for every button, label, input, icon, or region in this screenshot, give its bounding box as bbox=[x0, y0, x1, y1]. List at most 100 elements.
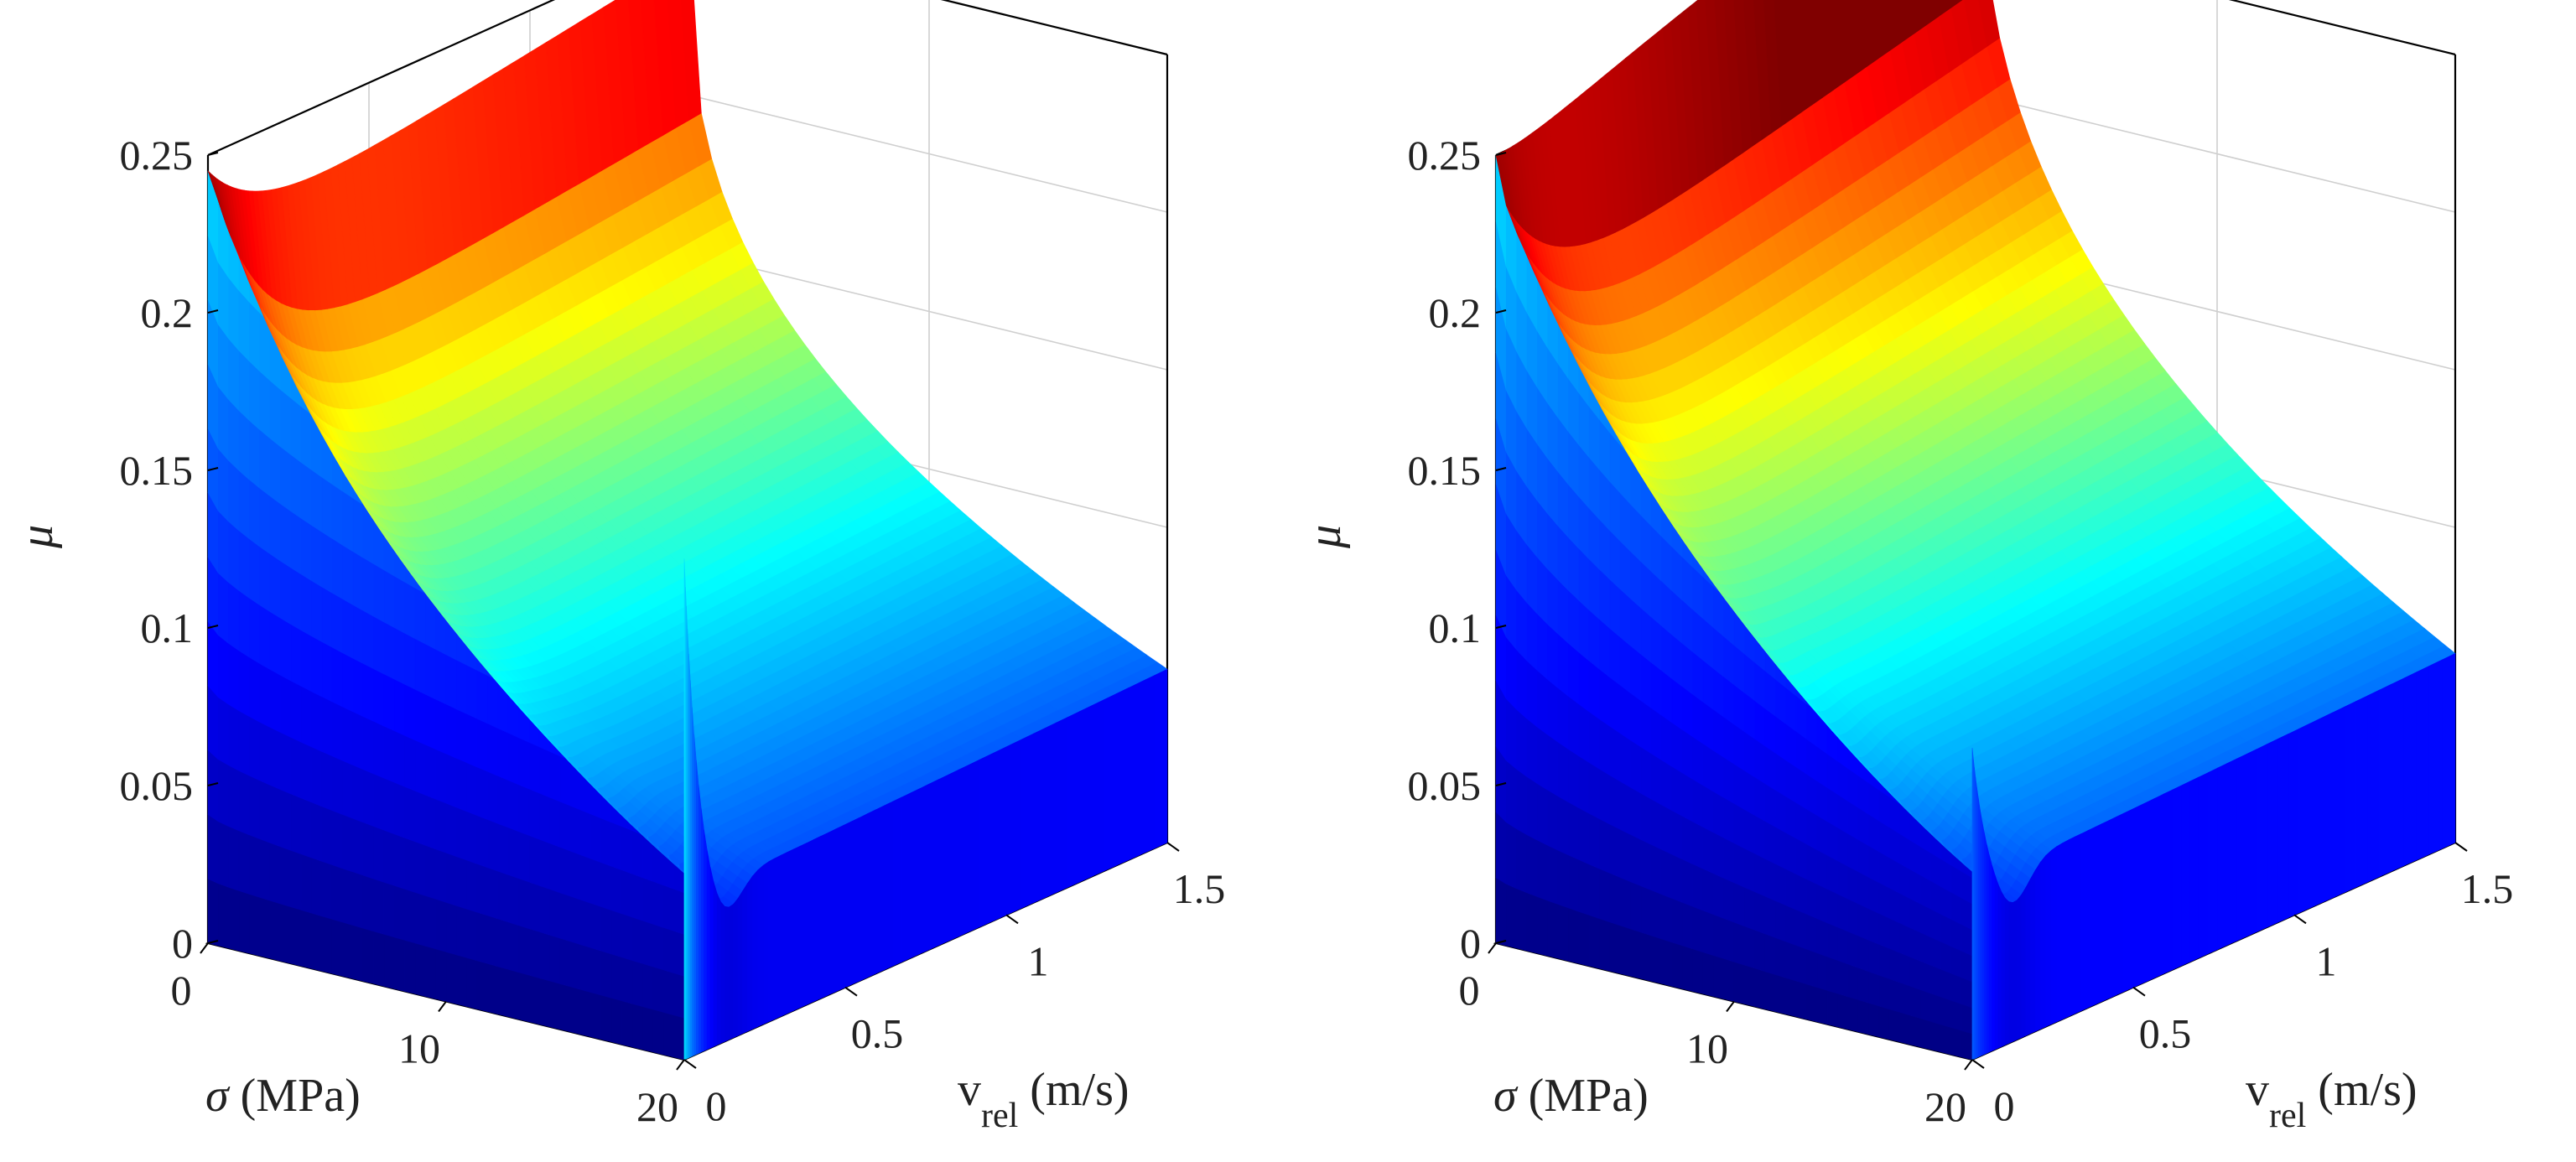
skirt-patch bbox=[1661, 804, 1673, 855]
skirt-patch bbox=[311, 912, 323, 972]
skirt-patch bbox=[269, 900, 281, 962]
skirt-patch bbox=[321, 750, 333, 812]
skirt-patch bbox=[518, 972, 530, 1023]
skirt-patch bbox=[424, 794, 437, 850]
skirt-patch bbox=[1681, 642, 1693, 695]
skirt-patch bbox=[414, 942, 426, 997]
skirt-patch bbox=[1733, 763, 1745, 811]
skirt-patch bbox=[652, 880, 664, 928]
skirt-patch bbox=[580, 854, 592, 904]
z-tick-mark bbox=[207, 782, 219, 786]
skirt-patch bbox=[611, 953, 623, 1002]
skirt-patch bbox=[435, 649, 447, 705]
skirt-patch bbox=[1795, 801, 1807, 845]
skirt-patch bbox=[611, 910, 623, 958]
skirt-patch bbox=[1640, 653, 1652, 709]
skirt-patch bbox=[352, 497, 364, 558]
skirt-patch bbox=[445, 802, 457, 858]
skirt-patch bbox=[331, 810, 343, 869]
skirt-patch bbox=[1671, 634, 1683, 687]
skirt-patch bbox=[1712, 708, 1725, 758]
skirt-patch bbox=[352, 925, 364, 982]
skirt-patch bbox=[642, 877, 654, 925]
skirt-patch bbox=[1516, 768, 1528, 836]
skirt-patch bbox=[259, 546, 271, 613]
skirt-patch bbox=[383, 621, 395, 680]
skirt-patch bbox=[1578, 703, 1590, 764]
skirt-patch bbox=[1888, 887, 1900, 924]
skirt-patch bbox=[1857, 839, 1869, 878]
skirt-patch bbox=[321, 531, 333, 594]
skirt-patch bbox=[331, 864, 343, 923]
skirt-patch bbox=[1650, 798, 1662, 850]
skirt-patch bbox=[352, 871, 364, 929]
skirt-patch bbox=[1940, 968, 1952, 1001]
skirt-patch bbox=[1930, 908, 1942, 942]
skirt-patch bbox=[217, 883, 230, 949]
skirt-patch bbox=[1888, 917, 1900, 953]
skirt-patch bbox=[383, 829, 395, 886]
skirt-patch bbox=[1588, 711, 1600, 770]
skirt-patch bbox=[1671, 853, 1683, 903]
side-skirt-patch bbox=[1079, 705, 1093, 883]
skirt-patch bbox=[1640, 746, 1652, 800]
skirt-patch bbox=[538, 978, 550, 1028]
skirt-patch bbox=[1857, 967, 1869, 1004]
skirt-patch bbox=[342, 706, 354, 765]
skirt-patch bbox=[393, 884, 405, 941]
skirt-patch bbox=[1619, 733, 1631, 788]
skirt-patch bbox=[445, 901, 457, 956]
skirt-patch bbox=[1588, 915, 1600, 969]
z-tick-label: 0.05 bbox=[120, 762, 194, 809]
skirt-patch bbox=[631, 1003, 643, 1050]
skirt-patch bbox=[383, 777, 395, 835]
skirt-patch bbox=[507, 827, 519, 879]
skirt-patch bbox=[1568, 749, 1580, 809]
skirt-patch bbox=[228, 521, 240, 592]
skirt-patch bbox=[559, 983, 571, 1033]
skirt-patch bbox=[280, 674, 292, 738]
y-tick-label: 1.5 bbox=[1173, 865, 1226, 912]
skirt-patch bbox=[559, 937, 571, 988]
skirt-patch bbox=[393, 575, 405, 634]
skirt-patch bbox=[249, 419, 261, 489]
skirt-patch bbox=[1526, 892, 1538, 954]
skirt-patch bbox=[1733, 843, 1745, 888]
skirt-patch bbox=[1837, 860, 1849, 900]
skirt-patch bbox=[1505, 822, 1518, 890]
skirt-patch bbox=[466, 957, 478, 1009]
skirt-patch bbox=[404, 734, 416, 791]
skirt-patch bbox=[549, 796, 561, 848]
y-tick-mark bbox=[683, 1059, 697, 1069]
skirt-patch bbox=[352, 604, 364, 664]
surface bbox=[1495, 0, 2456, 1061]
skirt-patch bbox=[1547, 844, 1559, 905]
skirt-patch bbox=[249, 538, 261, 606]
skirt-patch bbox=[269, 727, 281, 791]
side-skirt-patch bbox=[747, 875, 753, 1032]
skirt-patch bbox=[1712, 832, 1725, 879]
box-top-edges bbox=[207, 0, 1168, 157]
skirt-patch bbox=[580, 944, 592, 993]
side-skirt-patch bbox=[757, 864, 764, 1027]
side-skirt-patch bbox=[875, 805, 885, 974]
skirt-patch bbox=[1733, 724, 1745, 771]
skirt-patch bbox=[228, 642, 240, 712]
skirt-patch bbox=[1930, 993, 1942, 1025]
skirt-patch bbox=[362, 822, 374, 879]
skirt-patch bbox=[1505, 883, 1518, 949]
y-tick-mark bbox=[1005, 914, 1019, 925]
skirt-patch bbox=[621, 957, 633, 1004]
side-skirt-patch bbox=[979, 754, 990, 928]
skirt-patch bbox=[331, 918, 343, 977]
skirt-patch bbox=[280, 560, 292, 625]
x-axis-symbol: σ bbox=[205, 1070, 231, 1122]
skirt-patch bbox=[1619, 684, 1631, 741]
skirt-patch bbox=[1671, 677, 1683, 730]
skirt-patch bbox=[1557, 633, 1569, 698]
skirt-patch bbox=[362, 874, 374, 932]
skirt-patch bbox=[217, 448, 230, 522]
skirt-patch bbox=[652, 966, 664, 1013]
side-skirt-patch bbox=[1067, 711, 1080, 888]
